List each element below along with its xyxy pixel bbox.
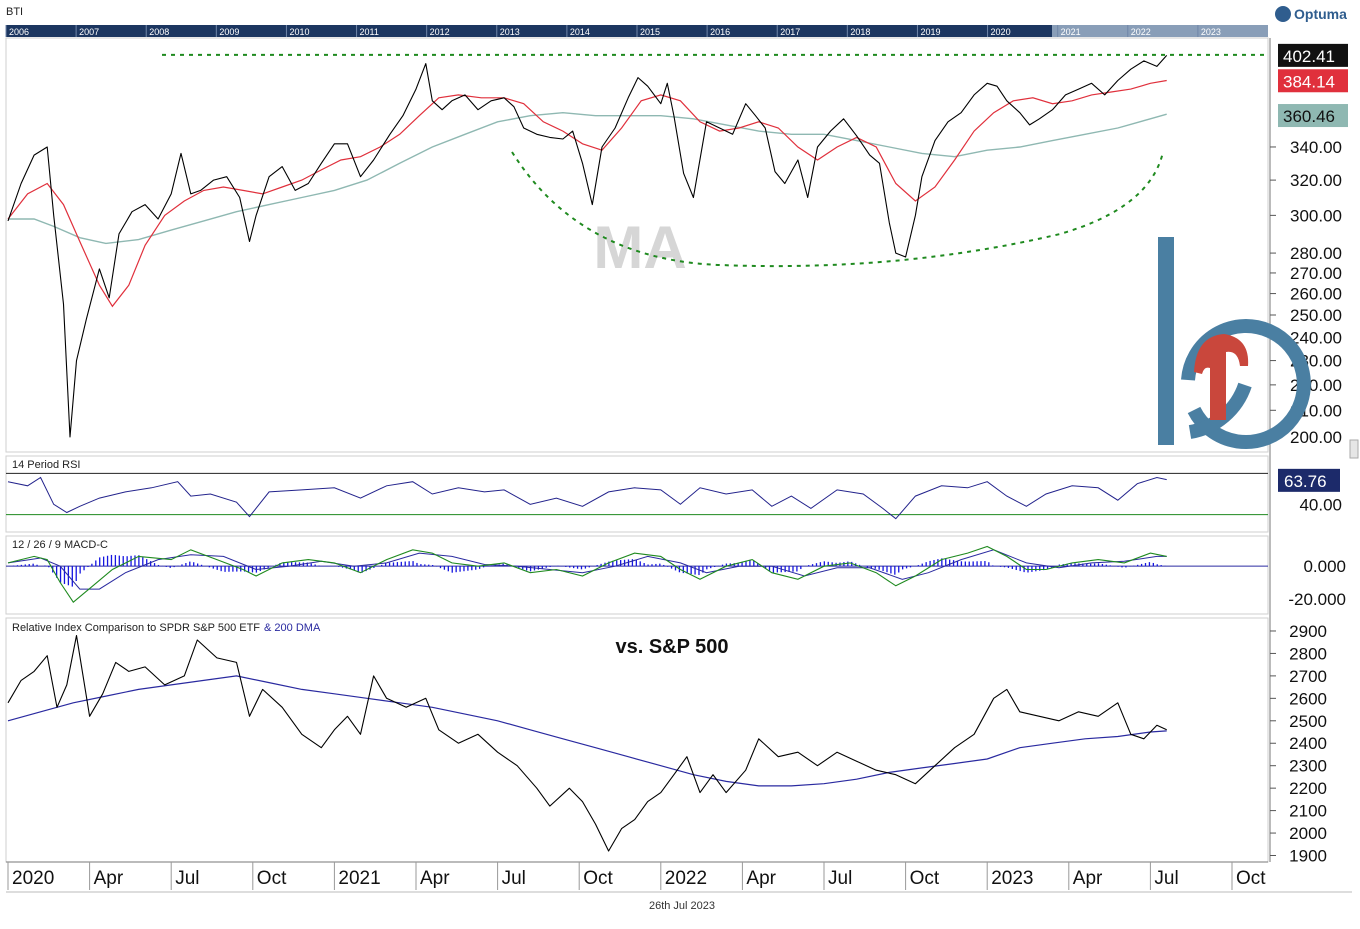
- time-axis-label[interactable]: Jul: [502, 868, 526, 889]
- price-y-tick-label: 200.00: [1290, 428, 1342, 447]
- price-y-tick-label: 250.00: [1290, 306, 1342, 325]
- relative-title: Relative Index Comparison to SPDR S&P 50…: [12, 622, 321, 634]
- relative-y-tick-label: 1900: [1289, 847, 1327, 866]
- overview-year-label: 2021: [1061, 27, 1081, 37]
- price-y-tick-label: 300.00: [1290, 206, 1342, 225]
- overview-year-label: 2020: [991, 27, 1011, 37]
- price-y-tick-label: 340.00: [1290, 138, 1342, 157]
- overview-year-label: 2007: [79, 27, 99, 37]
- macd-y-tick-label: 0.000: [1303, 557, 1346, 576]
- price-ma-slow-line: [8, 111, 1167, 245]
- rsi-y-tick-label: 40.00: [1299, 495, 1342, 514]
- overview-year-label: 2010: [289, 27, 309, 37]
- overview-selection[interactable]: [1052, 25, 1268, 37]
- time-axis-label[interactable]: Apr: [1073, 868, 1103, 889]
- time-axis-label[interactable]: Apr: [420, 868, 450, 889]
- rsi-last-badge: [1278, 468, 1340, 492]
- time-axis-label[interactable]: Oct: [583, 868, 613, 889]
- relative-y-tick-label: 2000: [1289, 824, 1327, 843]
- relative-y-tick-label: 2300: [1289, 757, 1327, 776]
- overview-year-label: 2008: [149, 27, 169, 37]
- footer-date: 26th Jul 2023: [649, 900, 715, 912]
- price-scale-scroll-handle[interactable]: [1349, 439, 1359, 459]
- macd-title: 12 / 26 / 9 MACD-C: [12, 539, 108, 551]
- relative-ma-line: [7, 675, 1167, 787]
- optuma-logo-icon: [1275, 6, 1291, 22]
- overview-year-label: 2014: [570, 27, 590, 37]
- overview-year-label: 2015: [640, 27, 660, 37]
- relative-y-tick-label: 2800: [1289, 644, 1327, 663]
- time-axis-label[interactable]: 2021: [338, 868, 380, 889]
- price-ma-fast-line: [7, 79, 1167, 308]
- overview-year-label: 2022: [1131, 27, 1151, 37]
- time-axis-label[interactable]: Oct: [1236, 868, 1266, 889]
- time-axis-label[interactable]: Oct: [257, 868, 287, 889]
- overview-year-label: 2013: [500, 27, 520, 37]
- overview-year-label: 2023: [1201, 27, 1221, 37]
- rsi-panel: [5, 455, 1269, 533]
- relative-title-main: Relative Index Comparison to SPDR S&P 50…: [12, 622, 260, 634]
- time-axis-label[interactable]: Apr: [94, 868, 124, 889]
- time-axis-label[interactable]: Oct: [910, 868, 940, 889]
- price-y-tick-label: 320.00: [1290, 171, 1342, 190]
- price-ma-fast-label: 384.14: [1283, 72, 1335, 91]
- time-axis-label[interactable]: 2020: [12, 868, 54, 889]
- optuma-brand-label: Optuma: [1294, 6, 1347, 22]
- price-line: [7, 55, 1168, 438]
- time-axis-label[interactable]: Jul: [828, 868, 852, 889]
- time-axis-label[interactable]: 2022: [665, 868, 707, 889]
- overview-year-label: 2011: [360, 27, 379, 37]
- overview-year-label: 2018: [850, 27, 870, 37]
- relative-line: [7, 634, 1167, 852]
- optuma-logo[interactable]: Optuma: [1275, 6, 1347, 22]
- time-axis-label[interactable]: 2023: [991, 868, 1033, 889]
- relative-y-tick-label: 2900: [1289, 622, 1327, 641]
- relative-y-tick-label: 2200: [1289, 779, 1327, 798]
- macd-signal-line: [7, 549, 1167, 590]
- watermark-text: MA: [593, 214, 686, 281]
- price-ma-slow-badge: [1278, 104, 1348, 128]
- relative-y-tick-label: 2100: [1289, 802, 1327, 821]
- overview-year-label: 2017: [780, 27, 800, 37]
- overview-year-label: 2012: [430, 27, 450, 37]
- price-last-label: 402.41: [1283, 47, 1335, 66]
- relative-y-tick-label: 2500: [1289, 712, 1327, 731]
- price-last-badge: [1278, 43, 1348, 67]
- price-y-tick-label: 280.00: [1290, 244, 1342, 263]
- rsi-line: [7, 476, 1167, 520]
- relative-y-tick-label: 2600: [1289, 689, 1327, 708]
- time-axis-label[interactable]: Apr: [746, 868, 776, 889]
- rsi-last-label: 63.76: [1284, 472, 1327, 491]
- relative-title-ma: & 200 DMA: [264, 622, 321, 634]
- time-axis-label[interactable]: Jul: [1154, 868, 1178, 889]
- overview-year-label: 2009: [219, 27, 239, 37]
- macd-line: [7, 545, 1167, 604]
- rsi-title: 14 Period RSI: [12, 459, 80, 471]
- price-ma-fast-badge: [1278, 69, 1348, 93]
- overview-year-label: 2016: [710, 27, 730, 37]
- macd-panel: [5, 535, 1269, 615]
- relative-annotation: vs. S&P 500: [615, 636, 728, 658]
- ticker-label: BTI: [6, 6, 23, 18]
- time-axis-label[interactable]: Jul: [175, 868, 199, 889]
- price-y-tick-label: 260.00: [1290, 285, 1342, 304]
- overview-year-label: 2006: [9, 27, 29, 37]
- relative-y-tick-label: 2700: [1289, 667, 1327, 686]
- price-ma-slow-label: 360.46: [1283, 107, 1335, 126]
- overview-year-label: 2019: [920, 27, 940, 37]
- price-y-tick-label: 270.00: [1290, 264, 1342, 283]
- cup-guide-line: [511, 151, 1164, 268]
- price-panel: [5, 37, 1269, 453]
- price-y-tick-label: 240.00: [1290, 328, 1342, 347]
- macd-y-tick-label: -20.000: [1288, 590, 1346, 609]
- relative-y-tick-label: 2400: [1289, 734, 1327, 753]
- publisher-logo: [1158, 237, 1311, 450]
